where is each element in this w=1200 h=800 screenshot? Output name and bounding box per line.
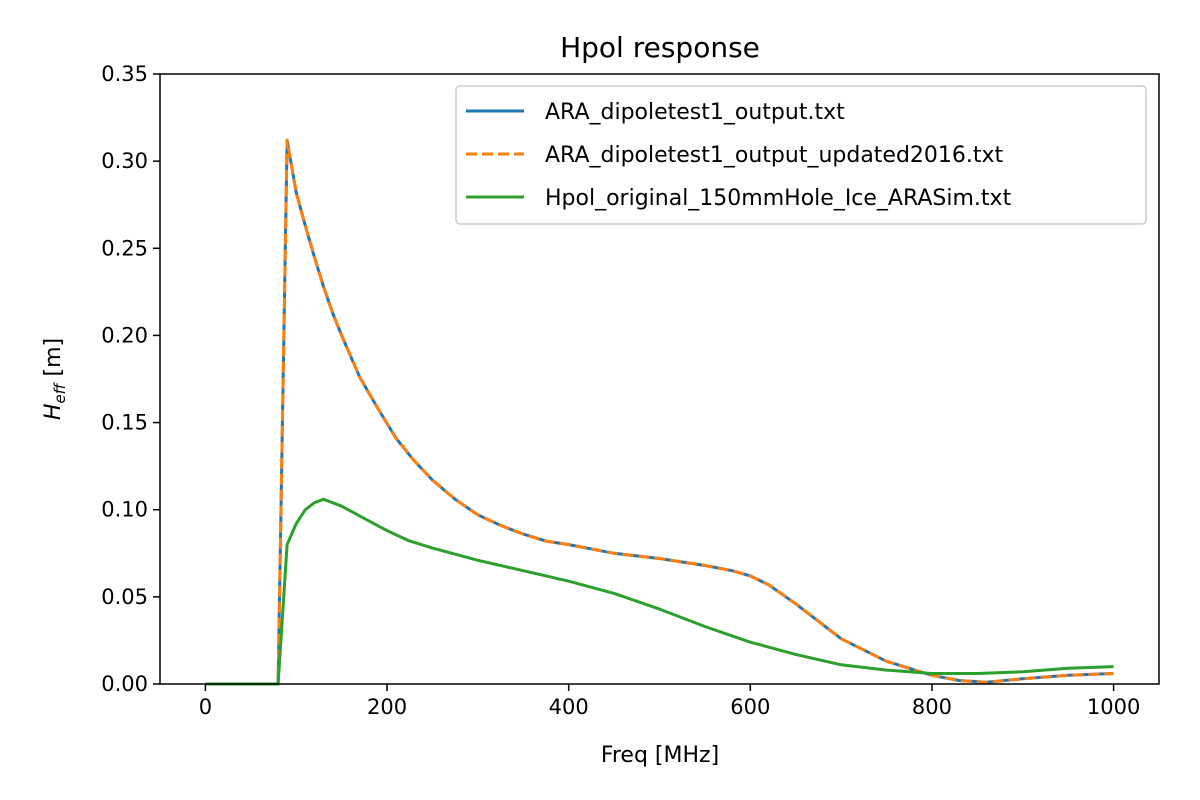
plot-border bbox=[159, 73, 1160, 685]
x-axis-label: Freq [MHz] bbox=[601, 743, 719, 768]
series-line-2 bbox=[205, 138, 1114, 686]
y-tick-label: 0.20 bbox=[101, 323, 148, 347]
series-line-3 bbox=[205, 497, 1114, 686]
y-tick-label: 0.30 bbox=[101, 149, 148, 173]
y-axis-label-main: H bbox=[41, 404, 66, 421]
legend-label: Hpol_original_150mmHole_Ice_ARASim.txt bbox=[545, 186, 1012, 211]
y-tick-label: 0.05 bbox=[101, 585, 148, 609]
y-tick-label: 0.00 bbox=[101, 672, 148, 696]
y-tick-label: 0.25 bbox=[101, 236, 148, 260]
y-tick-label: 0.15 bbox=[101, 411, 148, 435]
x-tick-label: 400 bbox=[549, 695, 589, 719]
series-layer bbox=[205, 138, 1114, 686]
x-tick-label: 0 bbox=[199, 695, 212, 719]
legend-label: ARA_dipoletest1_output_updated2016.txt bbox=[545, 143, 1004, 168]
x-tick-label: 600 bbox=[730, 695, 770, 719]
legend: ARA_dipoletest1_output.txt ARA_dipoletest… bbox=[455, 85, 1147, 225]
y-axis: 0.00 0.05 0.10 0.15 0.20 0.25 0.30 0.35 bbox=[101, 62, 160, 696]
x-axis: 0 200 400 600 800 1000 bbox=[199, 684, 1140, 719]
x-tick-label: 800 bbox=[912, 695, 952, 719]
y-axis-label: Heff [m] bbox=[41, 338, 69, 420]
x-tick-label: 1000 bbox=[1087, 695, 1140, 719]
legend-items: ARA_dipoletest1_output.txt ARA_dipoletest… bbox=[466, 100, 1012, 211]
y-tick-label: 0.10 bbox=[101, 498, 148, 522]
chart-title: Hpol response bbox=[560, 31, 760, 64]
legend-box bbox=[455, 85, 1147, 225]
y-axis-label-unit: [m] bbox=[41, 338, 66, 384]
y-axis-label-sub: eff bbox=[51, 381, 69, 403]
x-tick-label: 200 bbox=[367, 695, 407, 719]
legend-label: ARA_dipoletest1_output.txt bbox=[545, 100, 845, 125]
y-tick-label: 0.35 bbox=[101, 62, 148, 86]
